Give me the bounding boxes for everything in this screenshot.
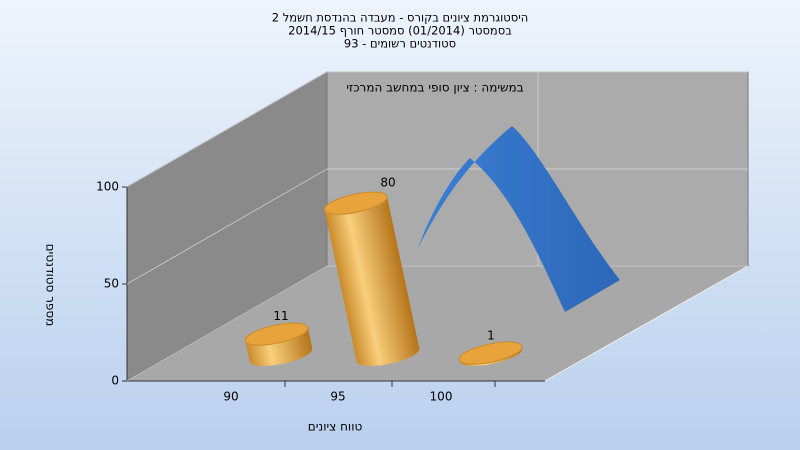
grid-line: [126, 71, 328, 188]
bar-top: [458, 341, 523, 365]
chart-title: היסטוגרמת ציונים בקורס - מעבדה בהנדסת חש…: [272, 11, 529, 25]
value-label: 1: [487, 329, 495, 343]
bars: 11 80 1: [244, 175, 523, 367]
chart-subtitle: בסמסטר (01/2014) סמסטר חורף 2014/15: [288, 24, 512, 38]
grid-line: [126, 168, 328, 285]
x-axis-label: טווח ציונים: [308, 420, 363, 434]
x-tick-label: 90: [223, 390, 238, 404]
distribution-curve: [418, 126, 620, 312]
y-tick-label: 100: [96, 180, 119, 194]
value-label: 80: [380, 175, 395, 189]
chart-subtitle: סטודנטים רשומים - 93: [344, 37, 456, 51]
value-label: 11: [273, 309, 288, 323]
grid-line: [126, 265, 328, 382]
y-axis-label: מספר סטודנטים: [44, 244, 58, 327]
bar-top: [244, 322, 309, 346]
y-tick-label: 50: [104, 277, 119, 291]
bar-top: [323, 191, 388, 215]
x-tick-label: 100: [430, 390, 453, 404]
bar: [324, 196, 420, 367]
floor-edge: [544, 265, 749, 382]
annotation: במשימה : ציון סופי במחשב המרכזי: [346, 81, 523, 95]
y-tick-label: 0: [111, 374, 119, 388]
x-tick-label: 95: [330, 390, 345, 404]
